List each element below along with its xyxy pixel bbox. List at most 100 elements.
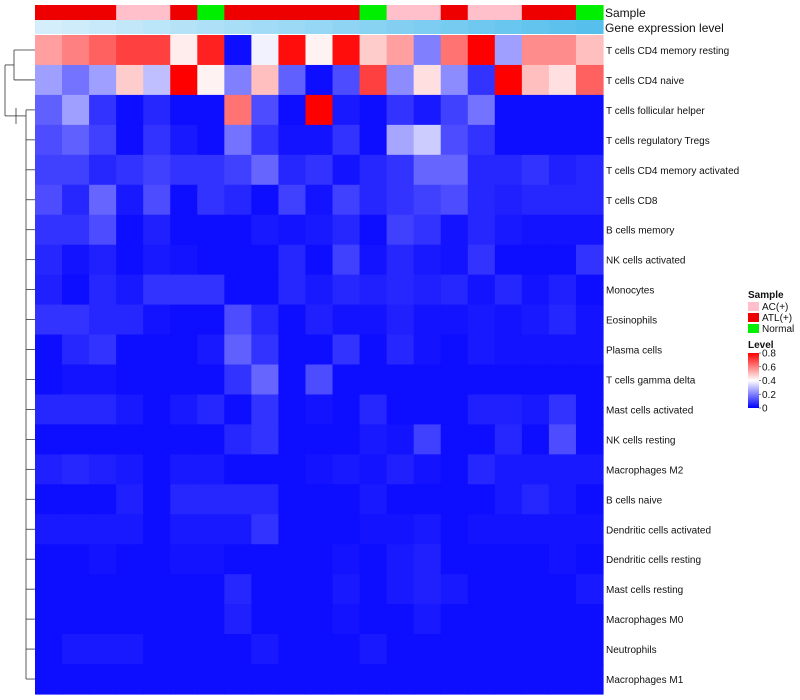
heatmap-cell [413, 35, 442, 66]
heatmap-cell [224, 334, 252, 366]
heatmap-cell [143, 35, 171, 66]
heatmap-cell [89, 544, 117, 575]
heatmap-cell [467, 244, 496, 276]
heatmap-cell [251, 454, 280, 485]
heatmap-cell [278, 604, 307, 635]
heatmap-cell [224, 574, 252, 605]
heatmap-cell [116, 35, 144, 66]
heatmap-cell [359, 184, 388, 216]
sample-legend: Sample AC(+) ATL(+) Normal [748, 290, 794, 335]
heatmap-cell [305, 394, 334, 426]
heatmap-cell [278, 35, 307, 66]
heatmap-cell [224, 364, 252, 396]
heatmap-cell [251, 424, 280, 455]
expression-annotation-cell [305, 20, 334, 34]
heatmap-cell [197, 604, 225, 635]
heatmap-cell [305, 424, 334, 455]
heatmap-cell [386, 364, 415, 396]
heatmap-cell [116, 514, 144, 545]
sample-annotation-cell [386, 5, 415, 20]
row-label: T cells CD8 [606, 196, 658, 207]
heatmap-cell [494, 124, 523, 156]
expression-annotation-cell [197, 20, 225, 34]
heatmap-cell [548, 544, 577, 575]
heatmap-cell [386, 394, 415, 426]
heatmap-cell [548, 424, 577, 455]
heatmap-cell [575, 244, 604, 276]
heatmap-cell [575, 304, 604, 336]
heatmap-cell [197, 64, 225, 96]
sample-annotation-cell [305, 5, 334, 20]
heatmap-cell [35, 424, 63, 455]
heatmap-cell [521, 424, 550, 455]
heatmap-cell [251, 154, 280, 186]
heatmap-cell [575, 364, 604, 396]
heatmap-cell [197, 304, 225, 336]
heatmap-cell [278, 634, 307, 665]
heatmap-cell [359, 664, 388, 695]
expression-annotation-cell [251, 20, 280, 34]
heatmap-cell [224, 664, 252, 695]
heatmap-cell [197, 394, 225, 426]
heatmap-cell [170, 274, 198, 306]
heatmap-cell [521, 364, 550, 396]
expression-annotation-cell [548, 20, 577, 34]
heatmap-cell [332, 214, 361, 246]
heatmap-cell [143, 124, 171, 156]
heatmap-cell [62, 484, 90, 515]
heatmap-cell [278, 574, 307, 605]
sample-annotation-cell [278, 5, 307, 20]
heatmap-cell [575, 514, 604, 545]
heatmap-cell [143, 394, 171, 426]
row-label: T cells CD4 naive [606, 76, 685, 87]
heatmap-cell [62, 394, 90, 426]
heatmap-cell [62, 544, 90, 575]
heatmap-cell [224, 64, 252, 96]
heatmap-cell [170, 214, 198, 246]
heatmap-cell [413, 544, 442, 575]
heatmap-cell [251, 64, 280, 96]
heatmap-cell [62, 634, 90, 665]
heatmap-cell [521, 634, 550, 665]
heatmap-cell [197, 634, 225, 665]
heatmap-cell [143, 364, 171, 396]
sample-annotation-cell [440, 5, 469, 20]
heatmap-cell [224, 544, 252, 575]
heatmap-cell [440, 634, 469, 665]
heatmap-cell [62, 304, 90, 336]
heatmap-cell [494, 514, 523, 545]
heatmap-cell [359, 64, 388, 96]
heatmap-cell [413, 214, 442, 246]
heatmap-cell [332, 154, 361, 186]
expression-annotation-cell [332, 20, 361, 34]
heatmap-cell [251, 364, 280, 396]
heatmap-cell [332, 184, 361, 216]
heatmap-cell [116, 304, 144, 336]
heatmap-cell [332, 634, 361, 665]
heatmap-cell [521, 514, 550, 545]
heatmap-cell [413, 184, 442, 216]
heatmap-cell [197, 334, 225, 366]
heatmap-cell [143, 484, 171, 515]
sample-legend-title: Sample [748, 290, 784, 301]
heatmap-cell [494, 484, 523, 515]
heatmap-cell [440, 304, 469, 336]
heatmap-cell [197, 184, 225, 216]
sample-annotation-cell [548, 5, 577, 20]
heatmap-cell [251, 514, 280, 545]
heatmap-cell [170, 304, 198, 336]
heatmap-cell [575, 484, 604, 515]
heatmap-cell [359, 304, 388, 336]
row-label: B cells memory [606, 226, 674, 237]
heatmap-cell [116, 64, 144, 96]
heatmap-cell [35, 214, 63, 246]
heatmap-cell [575, 274, 604, 306]
heatmap-cell [224, 424, 252, 455]
heatmap-cell [251, 604, 280, 635]
heatmap-cell [359, 124, 388, 156]
heatmap-cell [386, 604, 415, 635]
heatmap-cell [575, 154, 604, 186]
legend-label-ac: AC(+) [762, 302, 788, 313]
heatmap-cells [35, 35, 604, 695]
heatmap-cell [548, 214, 577, 246]
